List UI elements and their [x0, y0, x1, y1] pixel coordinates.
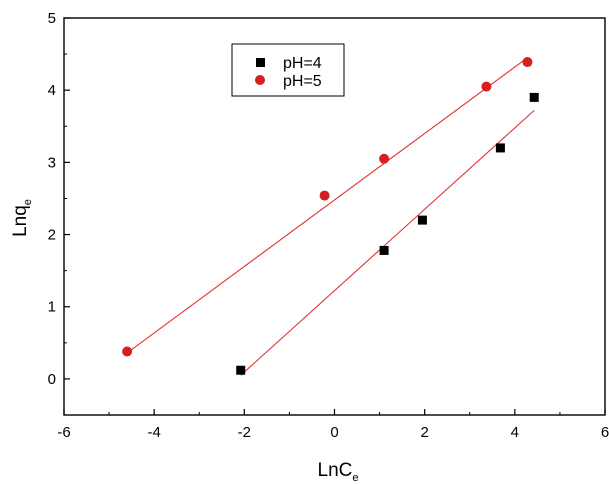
- legend-marker-ph5: [255, 75, 265, 85]
- legend-label-ph4: pH=4: [283, 55, 322, 72]
- data-point-circle: [522, 57, 533, 68]
- y-tick-label: 5: [48, 10, 56, 27]
- legend-marker-ph4: [256, 58, 265, 67]
- x-axis-title-main: LnC: [318, 460, 353, 481]
- y-tick-label: 2: [48, 227, 56, 244]
- y-axis-title-sub: e: [22, 199, 34, 205]
- data-point-square: [495, 143, 505, 153]
- data-point-circle: [122, 346, 133, 357]
- x-axis-title-sub: e: [352, 472, 358, 484]
- x-tick-label: 4: [511, 424, 519, 441]
- legend-label-ph5: pH=5: [283, 73, 322, 90]
- data-point-square: [417, 215, 427, 225]
- data-points: [122, 57, 539, 375]
- data-point-square: [529, 92, 539, 102]
- y-tick-label: 1: [48, 299, 56, 316]
- y-tick-label: 3: [48, 154, 56, 171]
- y-axis-title: Lnqe: [10, 199, 34, 237]
- x-tick-label: 6: [601, 424, 609, 441]
- y-tick-label: 0: [48, 371, 56, 388]
- y-tick-label: 4: [48, 82, 56, 99]
- data-point-circle: [319, 190, 330, 201]
- x-tick-label: -4: [147, 424, 160, 441]
- x-tick-label: 2: [420, 424, 428, 441]
- x-tick-label: -2: [238, 424, 251, 441]
- axis-ticks: -6 -4 -2 0 2 4 6 0 1 2 3 4 5: [48, 10, 609, 441]
- data-point-square: [379, 245, 389, 255]
- fit-line-series-1: [126, 57, 528, 354]
- fit-line-series-0: [240, 109, 535, 376]
- fit-lines: [126, 57, 535, 376]
- x-tick-label: -6: [57, 424, 70, 441]
- x-tick-label: 0: [330, 424, 338, 441]
- legend-box: [231, 43, 345, 97]
- legend: pH=4 pH=5: [231, 43, 345, 97]
- x-axis-title: LnCe: [318, 460, 359, 484]
- data-point-circle: [481, 81, 492, 92]
- data-point-circle: [379, 153, 390, 164]
- y-axis-title-main: Lnq: [10, 205, 31, 237]
- data-point-square: [236, 365, 246, 375]
